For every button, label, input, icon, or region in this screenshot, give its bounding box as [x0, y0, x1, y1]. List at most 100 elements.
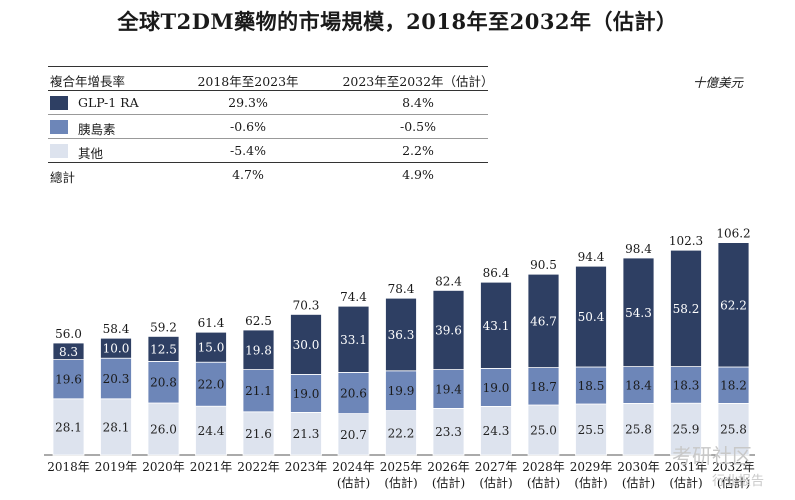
- watermark-subtext: 行业报告: [712, 474, 765, 489]
- legend-label-other: 其他: [78, 146, 104, 161]
- data-label: 25.0: [530, 424, 557, 438]
- bar-segment: [480, 281, 512, 369]
- total-label: 86.4: [483, 266, 510, 280]
- data-label: 25.8: [625, 423, 652, 437]
- legend-label-glp1: GLP-1 RA: [78, 95, 139, 110]
- cagr-glp1-period1: 29.3%: [228, 95, 268, 110]
- total-label: 106.2: [716, 227, 750, 241]
- bar-segment: [480, 405, 512, 456]
- x-tick-label: 2018年: [47, 460, 90, 474]
- bar-segment: [717, 242, 750, 368]
- bar-segment: [337, 413, 370, 456]
- legend-swatch-glp1: [50, 96, 68, 110]
- x-tick-sublabel: (估計): [432, 475, 465, 490]
- x-tick-sublabel: (估計): [384, 475, 417, 490]
- bar-segment: [622, 402, 655, 456]
- data-label: 25.9: [673, 423, 700, 437]
- data-label: 22.2: [388, 426, 415, 440]
- bar-segment: [670, 249, 702, 367]
- total-label: 78.4: [388, 282, 415, 296]
- bar-segment: [670, 366, 702, 404]
- cagr-total-period1: 4.7%: [232, 167, 264, 182]
- data-label: 25.8: [720, 423, 747, 437]
- x-tick-sublabel: (估計): [622, 475, 655, 490]
- x-tick-label: 2025年: [380, 460, 423, 474]
- data-label: 36.3: [388, 328, 415, 342]
- data-label: 58.2: [673, 302, 700, 316]
- data-label: 19.6: [55, 373, 82, 387]
- total-label: 59.2: [150, 320, 177, 334]
- data-label: 21.3: [293, 427, 320, 441]
- bar-segment: [337, 371, 370, 414]
- data-label: 23.3: [435, 425, 462, 439]
- x-tick-label: 2026年: [427, 460, 470, 474]
- total-label: 56.0: [55, 327, 82, 341]
- cagr-header-label: 複合年增長率: [50, 74, 126, 89]
- cagr-table: 複合年增長率 2018年至2023年 2023年至2032年（估計） GLP-1…: [48, 66, 494, 186]
- total-label: 58.4: [103, 322, 130, 336]
- unit-label: 十億美元: [692, 75, 743, 90]
- cagr-header-period2: 2023年至2032年（估計）: [342, 74, 494, 89]
- data-label: 19.0: [483, 381, 510, 395]
- bar-segment: [432, 369, 465, 409]
- bar-segment: [290, 373, 322, 413]
- data-label: 30.0: [293, 338, 320, 352]
- bar-segment: [717, 402, 750, 456]
- bar-segment: [195, 331, 227, 363]
- bar-segment: [385, 410, 417, 456]
- cagr-row-glp1: GLP-1 RA 29.3% 8.4%: [48, 91, 488, 115]
- bar-segment: [52, 398, 85, 456]
- x-tick-label: 2031年: [665, 460, 708, 474]
- cagr-header-row: 複合年增長率 2018年至2023年 2023年至2032年（估計）: [48, 66, 494, 91]
- data-label: 39.6: [435, 324, 462, 338]
- bar-segment: [670, 402, 702, 456]
- x-tick-label: 2023年: [285, 460, 328, 474]
- total-label: 70.3: [293, 298, 320, 312]
- x-tick-sublabel: (估計): [527, 475, 560, 490]
- cagr-total-label: 總計: [50, 170, 76, 185]
- cagr-other-period2: 2.2%: [402, 143, 434, 158]
- legend-swatch-insulin: [50, 120, 68, 134]
- x-tick-label: 2019年: [95, 460, 138, 474]
- x-tick-label: 2032年: [712, 460, 755, 474]
- data-label: 21.1: [245, 384, 272, 398]
- bar-segment: [242, 329, 275, 370]
- data-label: 18.4: [625, 379, 652, 393]
- cagr-glp1-period2: 8.4%: [402, 95, 434, 110]
- bar-segment: [147, 335, 180, 362]
- legend-label-insulin: 胰島素: [78, 122, 116, 137]
- data-label: 24.3: [483, 424, 510, 438]
- data-label: 21.6: [245, 427, 272, 441]
- data-label: 46.7: [530, 314, 557, 328]
- data-label: 33.1: [340, 333, 367, 347]
- total-label: 90.5: [530, 258, 557, 272]
- data-label: 15.0: [198, 341, 225, 355]
- x-tick-label: 2022年: [237, 460, 280, 474]
- data-label: 24.4: [198, 424, 225, 438]
- x-tick-label: 2027年: [475, 460, 518, 474]
- cagr-row-total: 總計 4.7% 4.9%: [48, 162, 488, 186]
- x-tick-sublabel: (估計): [337, 475, 370, 490]
- data-label: 8.3: [59, 345, 78, 359]
- bar-segment: [100, 337, 132, 359]
- data-label: 28.1: [55, 420, 82, 434]
- data-label: 62.2: [720, 298, 747, 312]
- bar-segment: [385, 297, 417, 372]
- x-tick-sublabel: (估計): [717, 475, 750, 490]
- x-tick-label: 2030年: [617, 460, 660, 474]
- total-label: 74.4: [340, 290, 367, 304]
- watermark-text: 考研社区: [672, 444, 752, 468]
- x-tick-label: 2028年: [522, 460, 565, 474]
- bar-segment: [575, 265, 607, 368]
- bar-segment: [147, 360, 180, 404]
- cagr-row-other: 其他 -5.4% 2.2%: [48, 139, 488, 162]
- x-tick-label: 2029年: [570, 460, 613, 474]
- bar-segment: [52, 359, 85, 400]
- data-label: 25.5: [578, 423, 605, 437]
- bar-segment: [575, 403, 607, 456]
- data-label: 43.1: [483, 319, 510, 333]
- cagr-row-insulin: 胰島素 -0.6% -0.5%: [48, 115, 488, 139]
- data-label: 20.7: [340, 428, 367, 442]
- bar-segment: [290, 313, 322, 375]
